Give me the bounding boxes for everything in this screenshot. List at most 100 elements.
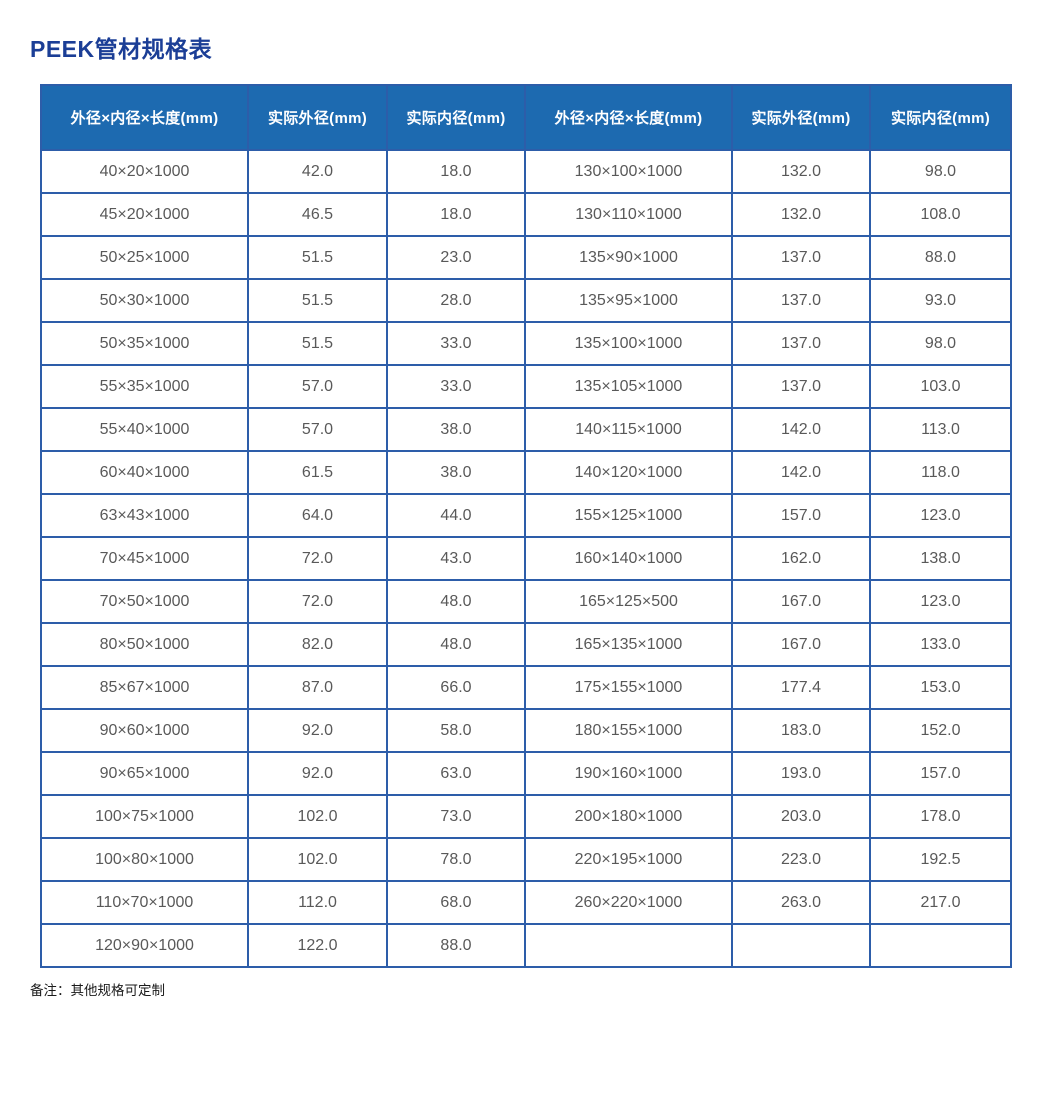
value-cell: 38.0 <box>386 407 526 452</box>
spec-cell: 55×35×1000 <box>40 364 249 409</box>
spec-cell: 55×40×1000 <box>40 407 249 452</box>
spec-cell: 70×50×1000 <box>40 579 249 624</box>
value-cell: 137.0 <box>731 235 871 280</box>
value-cell: 263.0 <box>731 880 871 925</box>
spec-cell: 175×155×1000 <box>524 665 733 710</box>
value-cell: 63.0 <box>386 751 526 796</box>
value-cell: 223.0 <box>731 837 871 882</box>
spec-cell: 160×140×1000 <box>524 536 733 581</box>
spec-cell: 135×100×1000 <box>524 321 733 366</box>
value-cell: 33.0 <box>386 364 526 409</box>
value-cell: 78.0 <box>386 837 526 882</box>
spec-cell: 260×220×1000 <box>524 880 733 925</box>
value-cell: 51.5 <box>247 278 388 323</box>
spec-cell: 220×195×1000 <box>524 837 733 882</box>
value-cell: 87.0 <box>247 665 388 710</box>
value-cell: 51.5 <box>247 321 388 366</box>
value-cell: 93.0 <box>869 278 1012 323</box>
spec-cell: 140×120×1000 <box>524 450 733 495</box>
value-cell: 203.0 <box>731 794 871 839</box>
spec-cell: 130×110×1000 <box>524 192 733 237</box>
value-cell: 217.0 <box>869 880 1012 925</box>
value-cell: 142.0 <box>731 450 871 495</box>
spec-cell <box>524 923 733 968</box>
value-cell: 18.0 <box>386 192 526 237</box>
value-cell: 72.0 <box>247 579 388 624</box>
spec-cell: 120×90×1000 <box>40 923 249 968</box>
table-row: 55×40×1000 57.0 38.0 140×115×1000 142.0 113.0 <box>40 407 1012 452</box>
page-title: PEEK管材规格表 <box>30 36 213 62</box>
value-cell: 82.0 <box>247 622 388 667</box>
value-cell: 178.0 <box>869 794 1012 839</box>
spec-cell: 80×50×1000 <box>40 622 249 667</box>
value-cell: 183.0 <box>731 708 871 753</box>
spec-cell: 63×43×1000 <box>40 493 249 538</box>
note: 备注：其他规格可定制 <box>30 983 165 998</box>
spec-cell: 165×135×1000 <box>524 622 733 667</box>
spec-cell: 130×100×1000 <box>524 149 733 194</box>
table-row: 90×65×1000 92.0 63.0 190×160×1000 193.0 157.0 <box>40 751 1012 796</box>
spec-cell: 50×25×1000 <box>40 235 249 280</box>
value-cell: 112.0 <box>247 880 388 925</box>
table-row: 40×20×1000 42.0 18.0 130×100×1000 132.0 98.0 <box>40 149 1012 194</box>
value-cell <box>731 923 871 968</box>
table-row: 70×50×1000 72.0 48.0 165×125×500 167.0 123.0 <box>40 579 1012 624</box>
value-cell: 102.0 <box>247 837 388 882</box>
header-row: 外径×内径×长度(mm) 实际外径(mm) 实际内径(mm) 外径×内径×长度(… <box>40 84 1012 151</box>
table-row: 85×67×1000 87.0 66.0 175×155×1000 177.4 153.0 <box>40 665 1012 710</box>
table-row: 60×40×1000 61.5 38.0 140×120×1000 142.0 118.0 <box>40 450 1012 495</box>
table-row: 70×45×1000 72.0 43.0 160×140×1000 162.0 138.0 <box>40 536 1012 581</box>
value-cell: 46.5 <box>247 192 388 237</box>
value-cell: 118.0 <box>869 450 1012 495</box>
value-cell: 28.0 <box>386 278 526 323</box>
value-cell: 64.0 <box>247 493 388 538</box>
table-row: 110×70×1000 112.0 68.0 260×220×1000 263.0 217… <box>40 880 1012 925</box>
spec-cell: 90×60×1000 <box>40 708 249 753</box>
value-cell: 92.0 <box>247 751 388 796</box>
value-cell: 162.0 <box>731 536 871 581</box>
spec-cell: 70×45×1000 <box>40 536 249 581</box>
value-cell: 68.0 <box>386 880 526 925</box>
value-cell: 113.0 <box>869 407 1012 452</box>
spec-cell: 140×115×1000 <box>524 407 733 452</box>
table-row: 100×75×1000 102.0 73.0 200×180×1000 203.0 178… <box>40 794 1012 839</box>
value-cell: 58.0 <box>386 708 526 753</box>
value-cell: 142.0 <box>731 407 871 452</box>
value-cell: 192.5 <box>869 837 1012 882</box>
value-cell: 51.5 <box>247 235 388 280</box>
table-header: 外径×内径×长度(mm) 实际外径(mm) 实际内径(mm) 外径×内径×长度(… <box>40 84 1012 151</box>
value-cell: 102.0 <box>247 794 388 839</box>
spec-cell: 155×125×1000 <box>524 493 733 538</box>
col-header-id-left: 实际内径(mm) <box>386 84 526 151</box>
spec-cell: 50×30×1000 <box>40 278 249 323</box>
value-cell: 98.0 <box>869 321 1012 366</box>
value-cell: 98.0 <box>869 149 1012 194</box>
value-cell: 44.0 <box>386 493 526 538</box>
value-cell: 132.0 <box>731 192 871 237</box>
value-cell: 138.0 <box>869 536 1012 581</box>
value-cell: 66.0 <box>386 665 526 710</box>
spec-cell: 110×70×1000 <box>40 880 249 925</box>
value-cell: 157.0 <box>731 493 871 538</box>
col-header-spec-left: 外径×内径×长度(mm) <box>40 84 249 151</box>
value-cell: 152.0 <box>869 708 1012 753</box>
table-row: 55×35×1000 57.0 33.0 135×105×1000 137.0 103.0 <box>40 364 1012 409</box>
spec-table: 外径×内径×长度(mm) 实际外径(mm) 实际内径(mm) 外径×内径×长度(… <box>40 84 1012 968</box>
value-cell: 72.0 <box>247 536 388 581</box>
value-cell: 38.0 <box>386 450 526 495</box>
col-header-od-right: 实际外径(mm) <box>731 84 871 151</box>
value-cell <box>869 923 1012 968</box>
value-cell: 167.0 <box>731 579 871 624</box>
table-body: 40×20×1000 42.0 18.0 130×100×1000 132.0 98.0 4… <box>40 149 1012 968</box>
spec-cell: 165×125×500 <box>524 579 733 624</box>
value-cell: 73.0 <box>386 794 526 839</box>
value-cell: 18.0 <box>386 149 526 194</box>
value-cell: 157.0 <box>869 751 1012 796</box>
value-cell: 43.0 <box>386 536 526 581</box>
spec-cell: 50×35×1000 <box>40 321 249 366</box>
value-cell: 137.0 <box>731 278 871 323</box>
value-cell: 42.0 <box>247 149 388 194</box>
value-cell: 137.0 <box>731 364 871 409</box>
value-cell: 122.0 <box>247 923 388 968</box>
value-cell: 153.0 <box>869 665 1012 710</box>
